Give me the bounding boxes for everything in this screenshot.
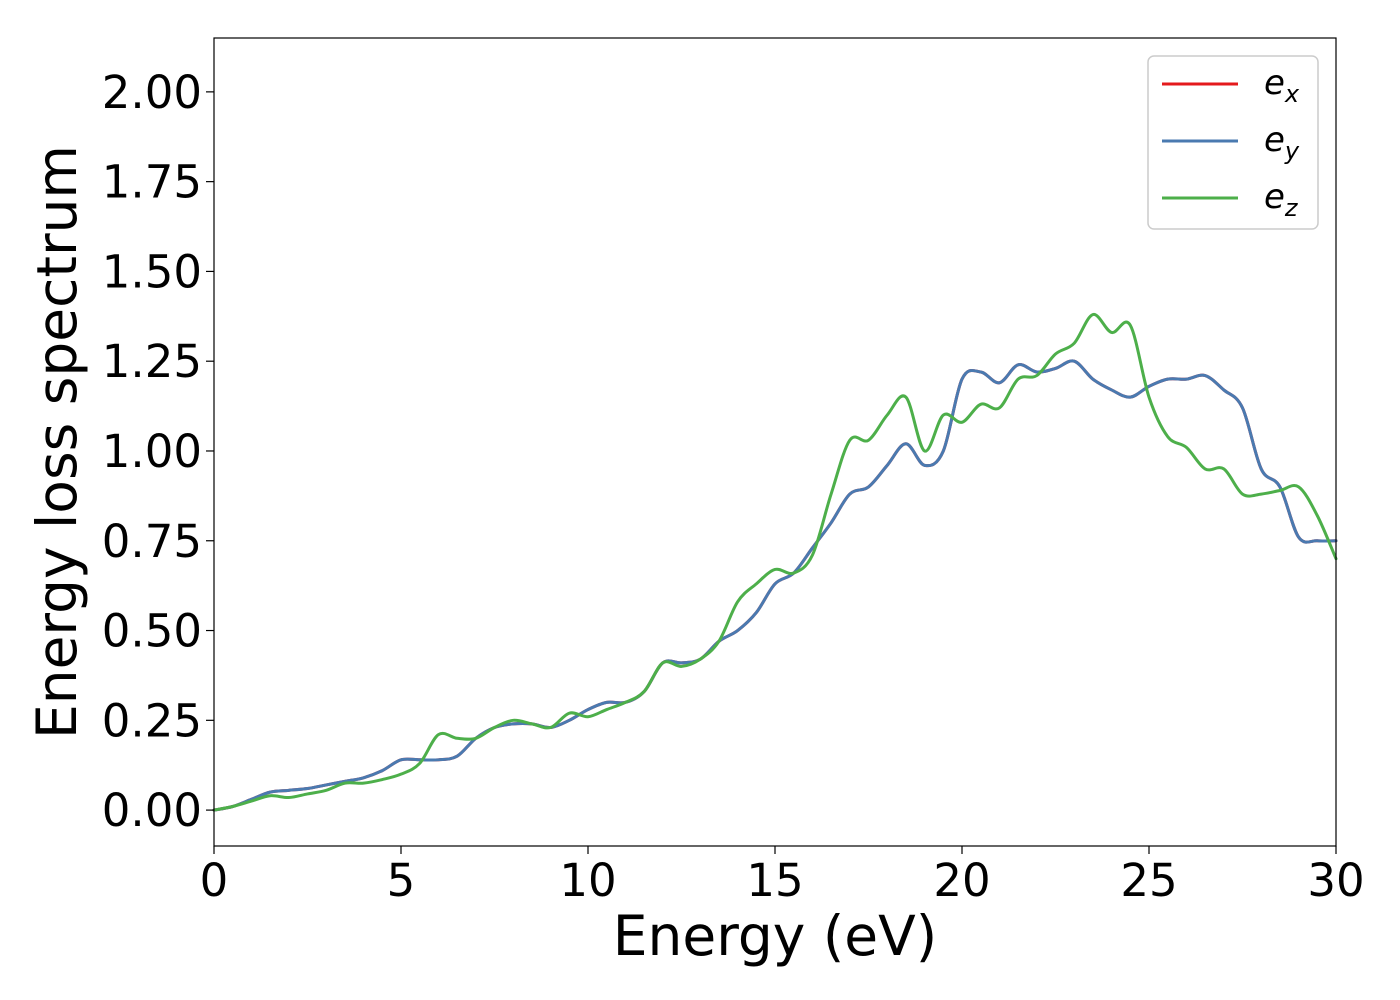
series-line-e-z [212,313,1338,812]
legend-label-ey: ey [1264,120,1300,165]
y-tick-label: 1.25 [102,335,202,388]
x-axis-title: Energy (eV) [613,904,937,968]
x-tick-label: 5 [387,854,416,907]
legend-label-ez: ez [1264,177,1299,222]
x-axis-ticks: 0 5 10 15 20 25 30 [200,846,1365,907]
y-tick-label: 1.00 [102,425,202,478]
y-tick-label: 0.25 [102,694,202,747]
x-tick-label: 25 [1120,854,1177,907]
x-tick-label: 0 [200,854,229,907]
legend-label-ex: ex [1264,63,1300,108]
y-tick-label: 0.75 [102,515,202,568]
x-tick-label: 30 [1307,854,1364,907]
y-tick-label: 1.50 [102,245,202,298]
y-axis-ticks: 0.00 0.25 0.50 0.75 1.00 1.25 1.50 1.75 2.00 [102,66,214,837]
x-tick-label: 15 [746,854,803,907]
x-tick-label: 10 [559,854,616,907]
legend-entries: ex ey ez [1162,63,1300,222]
y-tick-label: 2.00 [102,66,202,119]
y-tick-label: 0.00 [102,784,202,837]
y-axis-title: Energy loss spectrum [25,145,89,739]
x-tick-label: 20 [933,854,990,907]
y-tick-label: 1.75 [102,156,202,209]
series-line-e-y [212,359,1338,812]
y-tick-label: 0.50 [102,605,202,658]
series-layer [212,313,1338,812]
legend: ex ey ez [1147,55,1319,230]
